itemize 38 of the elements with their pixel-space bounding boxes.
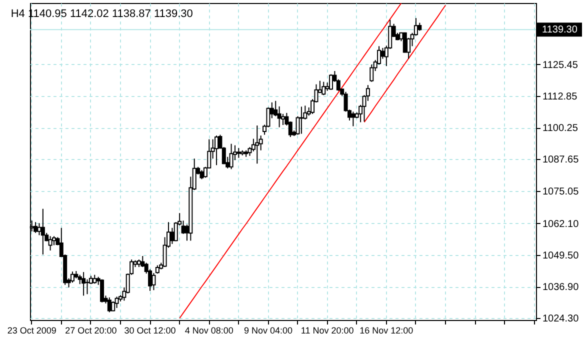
x-tick-label: 11 Nov 20:00	[300, 326, 354, 336]
candlestick	[299, 106, 304, 134]
candlestick	[351, 111, 356, 127]
candlestick	[82, 272, 86, 296]
x-tick-label: 4 Nov 08:00	[184, 326, 234, 336]
candlestick	[229, 143, 234, 170]
y-tick-label: 1062.10	[542, 218, 580, 230]
line-series	[364, 4, 446, 123]
candlestick	[370, 64, 374, 82]
candlestick	[329, 74, 334, 90]
candlestick	[40, 208, 45, 255]
candlestick	[322, 81, 326, 96]
x-tick-label: 30 Oct 12:00	[124, 326, 176, 336]
candlestick	[34, 222, 38, 234]
y-tick-label: 1087.65	[542, 154, 580, 166]
y-tick-label: 1075.05	[542, 186, 580, 198]
candlestick	[48, 236, 52, 251]
ref-line-label: 1139.30	[542, 24, 578, 36]
y-tick-label: 1049.50	[542, 250, 580, 262]
y-tick-label: 1036.90	[542, 282, 580, 294]
x-tick-label: 16 Nov 12:00	[360, 326, 414, 336]
candlestick	[236, 148, 241, 158]
candlestick	[37, 222, 42, 236]
candlestick	[114, 296, 119, 308]
y-tick-label: 1112.85	[542, 91, 578, 102]
candlestick	[70, 271, 74, 284]
y-tick-label: 1125.45	[542, 60, 578, 71]
candlestick	[200, 170, 204, 180]
candlestick	[85, 278, 90, 295]
x-tick-label: 27 Oct 20:00	[65, 326, 117, 336]
candlestick	[107, 296, 112, 313]
x-tick-label: 9 Nov 04:00	[244, 326, 292, 336]
candlestick	[152, 272, 156, 291]
candlestick	[100, 278, 104, 303]
x-tick-label: 23 Oct 2009	[7, 326, 56, 336]
candlestick	[255, 124, 260, 164]
y-tick-label: 1100.25	[542, 123, 578, 134]
y-tick-label: 1024.30	[542, 314, 580, 325]
